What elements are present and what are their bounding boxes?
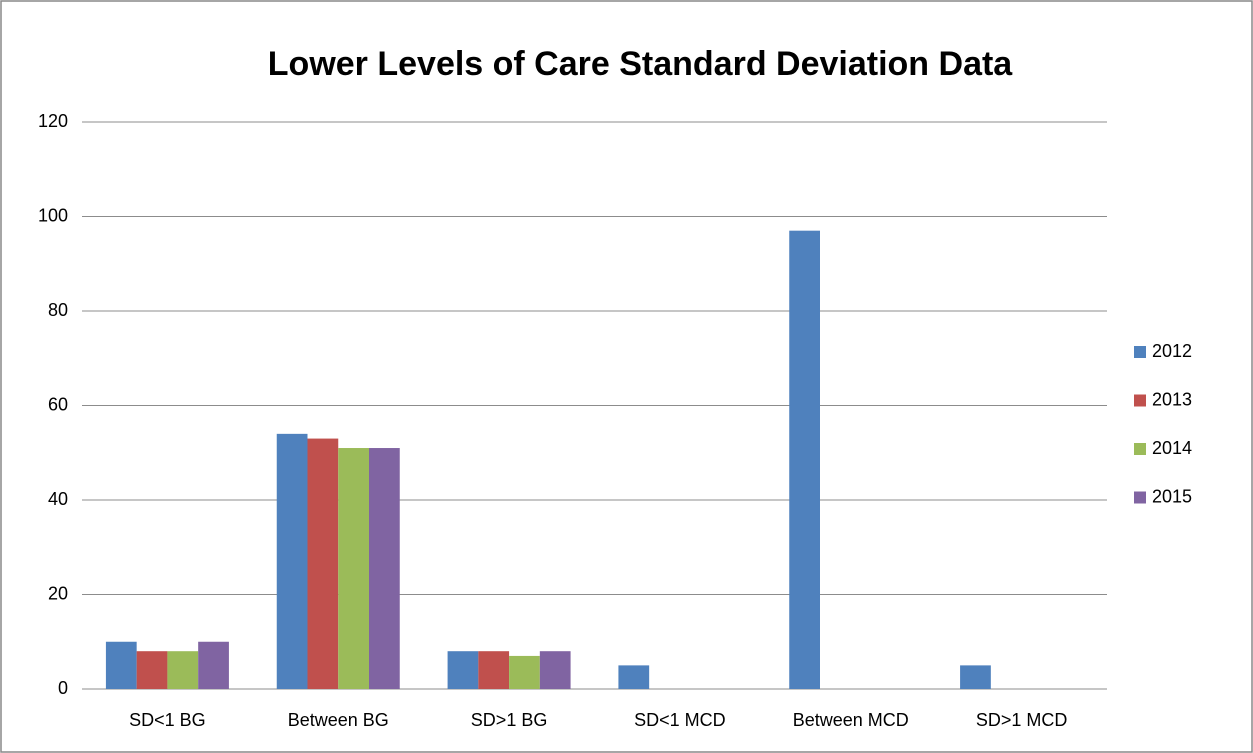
bar (276, 433, 308, 689)
y-tick-label: 100 (38, 205, 68, 225)
x-tick-label: SD>1 MCD (976, 710, 1068, 730)
bar (789, 230, 820, 690)
bar (369, 448, 400, 689)
legend-swatch (1134, 443, 1146, 455)
y-tick-label: 120 (38, 111, 68, 131)
bar (105, 641, 137, 689)
bar (509, 655, 540, 689)
y-tick-label: 0 (58, 678, 68, 698)
bar (338, 448, 369, 689)
chart-title: Lower Levels of Care Standard Deviation … (268, 45, 1014, 83)
x-tick-label: SD>1 BG (471, 710, 548, 730)
x-tick-label: SD<1 BG (129, 710, 206, 730)
legend-label: 2012 (1152, 341, 1192, 361)
y-tick-label: 40 (48, 489, 68, 509)
y-tick-label: 80 (48, 300, 68, 320)
legend-label: 2013 (1152, 389, 1192, 409)
x-tick-label: Between BG (288, 710, 389, 730)
bar (960, 665, 991, 689)
y-tick-label: 20 (48, 583, 68, 603)
legend-label: 2015 (1152, 486, 1192, 506)
legend-swatch (1134, 394, 1146, 407)
bar (478, 651, 510, 689)
bar (307, 438, 339, 689)
x-tick-label: Between MCD (793, 710, 909, 730)
bar (136, 651, 168, 689)
bar (167, 651, 199, 689)
bar (618, 665, 650, 689)
x-tick-label: SD<1 MCD (634, 710, 726, 730)
legend-label: 2014 (1152, 438, 1192, 458)
legend-swatch (1134, 491, 1146, 504)
bar (447, 651, 479, 689)
legend-swatch (1134, 346, 1146, 358)
bar (198, 641, 229, 689)
bar (539, 651, 571, 689)
y-tick-label: 60 (48, 394, 68, 414)
